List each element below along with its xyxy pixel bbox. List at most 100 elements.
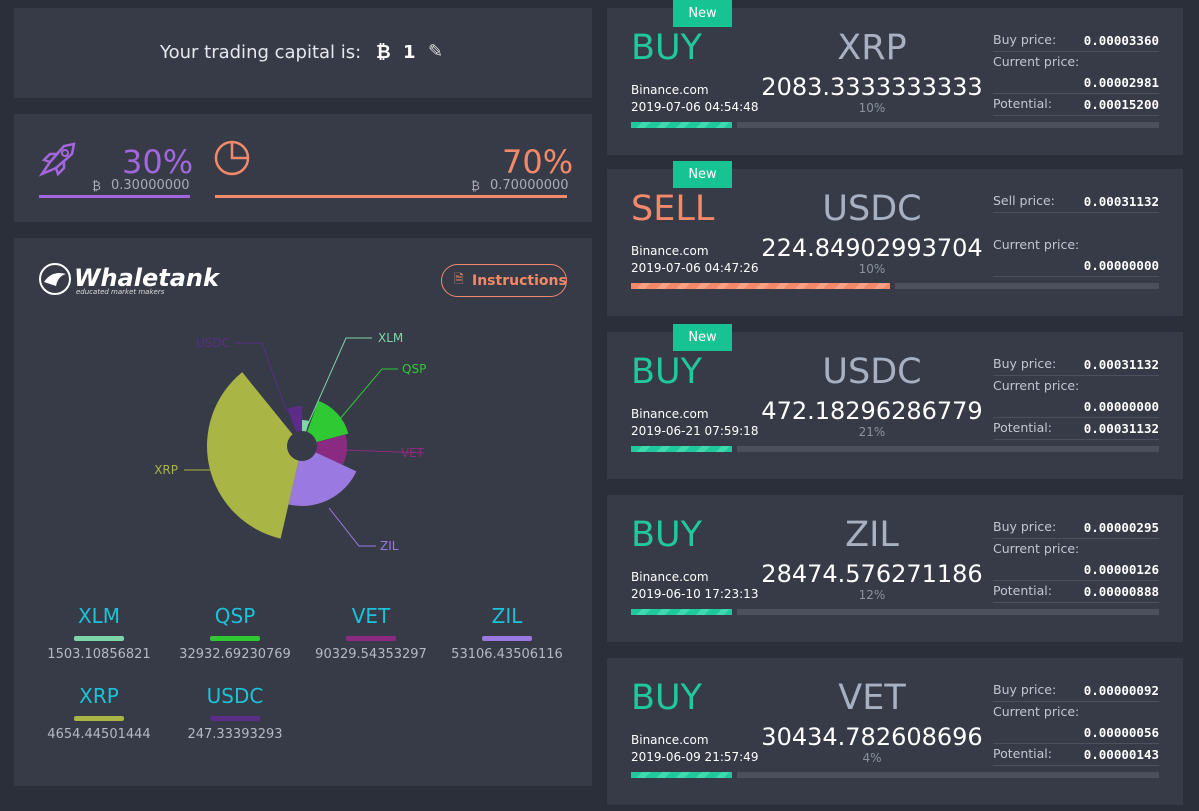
price-value: 0.00003360 [1083, 33, 1159, 48]
price-value: 0.00002981 [1083, 75, 1159, 90]
trade-side: BUY [631, 678, 703, 718]
progress-fill [631, 609, 732, 615]
price-value: 0.00000295 [1083, 520, 1159, 535]
holding-amount: 90329.54353297 [315, 647, 427, 662]
trade-card: New BUY USDC Binance.com 2019-06-21 07:59:18… [607, 324, 1183, 479]
progress-fill [631, 446, 732, 452]
holding-amount: 4654.44501444 [47, 727, 151, 742]
trade-card: New SELL USDC Binance.com 2019-07-06 04:47:2… [607, 161, 1183, 316]
holding-swatch [210, 636, 260, 641]
trade-percent: 21% [858, 425, 886, 439]
leader-line [328, 507, 376, 547]
progress-fill [631, 283, 890, 289]
doc-icon: 🗎 [454, 272, 464, 286]
leader-line [307, 337, 372, 425]
trade-card: BUY ZIL Binance.com 2019-06-10 17:23:13 2847… [607, 495, 1183, 642]
badge-label: New [688, 330, 717, 345]
price-label: Current price: [993, 378, 1080, 393]
price-rule [993, 765, 1159, 766]
exchange: Binance.com [631, 83, 709, 97]
balance-panel: 30% ₿ 0.30000000 70% ₿ 0.70000000 [14, 114, 592, 222]
trade-amount: 28474.576271186 [761, 560, 983, 588]
price-rule [993, 417, 1159, 418]
capital-amount: 1 [403, 42, 416, 63]
progress-track [737, 446, 1159, 452]
trade-side: SELL [631, 189, 715, 229]
price-label: Potential: [993, 96, 1052, 111]
rose-label: QSP [402, 362, 426, 376]
edit-icon[interactable]: ✎ [428, 41, 444, 62]
right-amount: 0.70000000 [490, 178, 569, 193]
progress-track [737, 122, 1159, 128]
rose-label: XRP [154, 463, 178, 477]
price-value: 0.00031132 [1083, 357, 1159, 372]
holding-amount: 1503.10856821 [47, 647, 151, 662]
trade-amount: 30434.782608696 [761, 723, 983, 751]
holding-name: VET [351, 604, 391, 628]
brand-tagline: educated market makers [76, 288, 165, 296]
holding-name: XLM [77, 604, 121, 628]
price-label: Buy price: [993, 519, 1057, 534]
leader-line [234, 342, 287, 411]
rose-wedge [302, 400, 349, 446]
trade-percent: 12% [858, 588, 886, 602]
price-label: Potential: [993, 583, 1052, 598]
trade-time: 2019-07-06 04:47:26 [631, 261, 759, 275]
btc-icon: ₿ [471, 179, 480, 193]
price-value: 0.00000056 [1083, 725, 1159, 740]
trade-time: 2019-06-09 21:57:49 [631, 750, 759, 764]
price-label: Current price: [993, 54, 1080, 69]
trade-percent: 10% [858, 101, 886, 115]
rose-label: USDC [196, 336, 230, 350]
right-bar [215, 195, 567, 198]
trade-side: BUY [631, 28, 703, 68]
holding-amount: 32932.69230769 [179, 647, 291, 662]
new-badge: New [673, 0, 732, 27]
price-rule [993, 743, 1159, 744]
leader-line [343, 449, 425, 454]
price-value: 0.00000000 [1083, 258, 1159, 273]
exchange: Binance.com [631, 570, 709, 584]
capital-panel: Your trading capital is: ₿ 1 ✎ [14, 8, 592, 98]
instructions-button[interactable]: 🗎 Instructions [441, 264, 567, 297]
trade-card: New BUY XRP Binance.com 2019-07-06 04:54:48 2… [607, 0, 1183, 155]
price-value: 0.00031132 [1083, 421, 1159, 436]
left-amount: 0.30000000 [111, 178, 190, 193]
holding-name: XRP [79, 684, 119, 708]
price-rule [993, 115, 1159, 116]
trade-card: BUY VET Binance.com 2019-06-09 21:57:49 3043… [607, 658, 1183, 805]
price-value: 0.00015200 [1083, 97, 1159, 112]
rose-wedge [207, 372, 302, 539]
badge-label: New [688, 167, 717, 182]
rocket-icon [38, 142, 76, 177]
price-label: Potential: [993, 420, 1052, 435]
left-bar [39, 195, 190, 198]
pie-icon [214, 140, 250, 176]
price-label: Current price: [993, 541, 1080, 556]
holding-swatch [74, 636, 124, 641]
exchange: Binance.com [631, 733, 709, 747]
trade-time: 2019-06-21 07:59:18 [631, 424, 759, 438]
coin-name: VET [838, 678, 906, 718]
price-value: 0.00000000 [1083, 399, 1159, 414]
price-rule [993, 375, 1159, 376]
coin-name: ZIL [845, 515, 899, 555]
trade-side: BUY [631, 515, 703, 555]
btc-icon: ₿ [376, 42, 391, 63]
rose-hole [287, 431, 317, 461]
rose-label: VET [401, 446, 425, 460]
price-rule [993, 276, 1159, 277]
holding-amount: 53106.43506116 [451, 647, 563, 662]
coin-name: XRP [837, 28, 907, 68]
price-rule [993, 51, 1159, 52]
new-badge: New [673, 161, 732, 188]
holdings-panel: Whaletank educated market makers 🗎 Instr… [14, 238, 592, 786]
trade-amount: 2083.3333333333 [761, 73, 983, 101]
rose-chart: XLM QSP VET ZIL XRP USDC [154, 331, 426, 553]
price-label: Buy price: [993, 356, 1057, 371]
holding-swatch [346, 636, 396, 641]
left-percent: 30% [122, 143, 194, 181]
brand-name: Whaletank [74, 264, 219, 292]
instructions-label: Instructions [472, 273, 567, 289]
